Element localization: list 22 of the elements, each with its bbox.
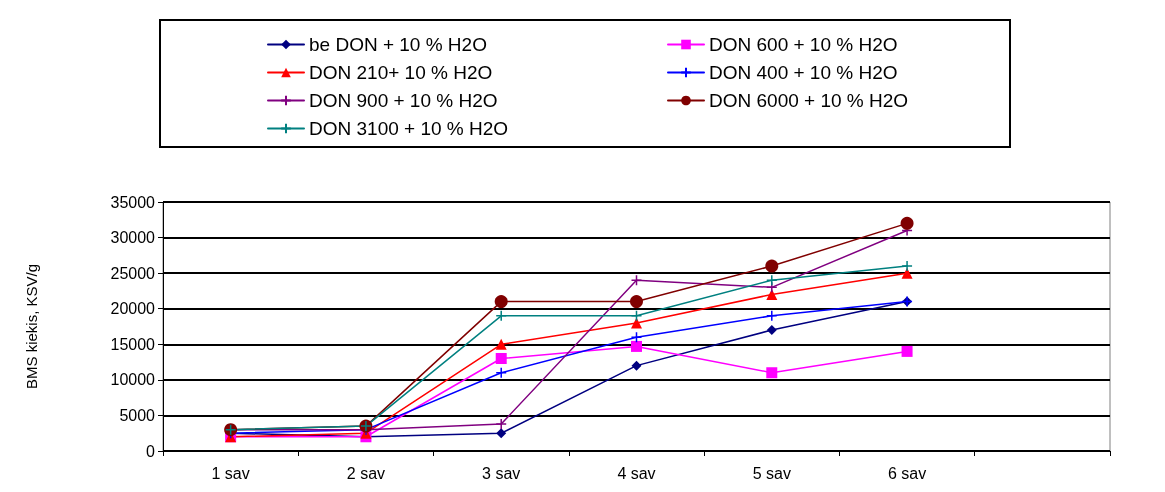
y-tick-label: 5000: [119, 406, 156, 424]
legend-label: be DON + 10 % H2O: [309, 34, 487, 55]
y-tick-label: 15000: [110, 335, 156, 353]
y-tick-label: 35000: [110, 193, 156, 211]
legend-label: DON 400 + 10 % H2O: [709, 62, 898, 83]
y-tick-label: 20000: [110, 300, 156, 318]
x-tick-label: 5 sav: [752, 464, 791, 482]
y-axis-title: BMS kiekis, KSV/g: [23, 263, 40, 390]
legend-label: DON 6000 + 10 % H2O: [709, 90, 909, 111]
legend-label: DON 3100 + 10 % H2O: [309, 118, 509, 139]
x-tick-label: 3 sav: [482, 464, 521, 482]
legend-label: DON 600 + 10 % H2O: [709, 34, 898, 55]
x-tick-label: 1 sav: [211, 464, 250, 482]
x-tick-label: 4 sav: [617, 464, 656, 482]
y-tick-label: 30000: [110, 229, 156, 247]
y-tick-label: 0: [146, 442, 156, 460]
y-tick-label: 10000: [110, 371, 156, 389]
x-tick-label: 6 sav: [887, 464, 927, 482]
legend-label: DON 900 + 10 % H2O: [309, 90, 498, 111]
y-tick-label: 25000: [110, 264, 156, 282]
legend-label: DON 210+ 10 % H2O: [309, 62, 493, 83]
x-tick-label: 2 sav: [346, 464, 386, 482]
